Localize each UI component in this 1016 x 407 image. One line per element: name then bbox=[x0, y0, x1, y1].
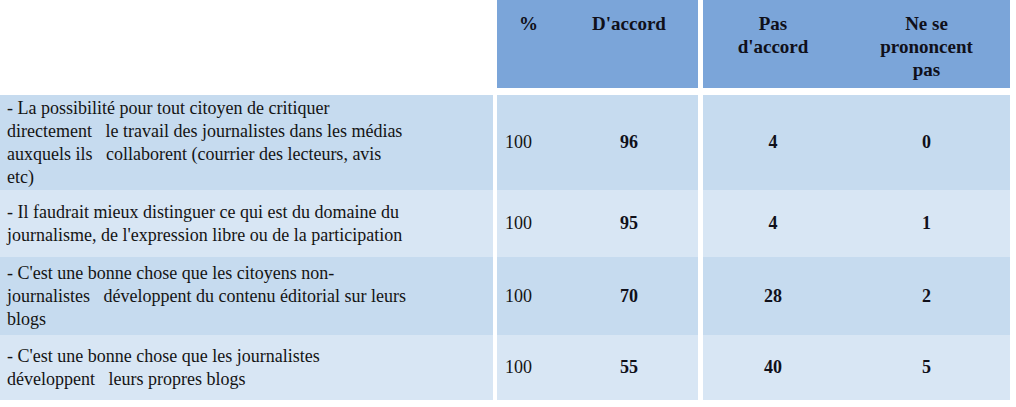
disagree-value: 28 bbox=[764, 286, 782, 307]
header-no-opinion: Ne se prononcent pas bbox=[843, 0, 1010, 88]
cell-agree: 96 bbox=[560, 95, 698, 190]
table-row-label: - C'est une bonne chose que les citoyens… bbox=[0, 257, 493, 335]
cell-no-opinion: 0 bbox=[843, 95, 1010, 190]
no-opinion-value: 5 bbox=[922, 357, 931, 378]
header-body-separator bbox=[0, 88, 1010, 95]
cell-no-opinion: 5 bbox=[843, 335, 1010, 400]
agree-value: 70 bbox=[620, 286, 638, 307]
header-disagree: Pas d'accord bbox=[703, 0, 843, 88]
percent-value: 100 bbox=[505, 357, 532, 378]
percent-value: 100 bbox=[505, 213, 532, 234]
no-opinion-value: 1 bbox=[922, 213, 931, 234]
statement-text: - C'est une bonne chose que les citoyens… bbox=[7, 262, 406, 331]
statement-text: - C'est une bonne chose que les journali… bbox=[7, 345, 320, 391]
no-opinion-value: 0 bbox=[922, 132, 931, 153]
agree-value: 95 bbox=[620, 213, 638, 234]
cell-percent: 100 bbox=[497, 95, 560, 190]
header-percent: % bbox=[497, 0, 560, 88]
percent-value: 100 bbox=[505, 132, 532, 153]
disagree-value: 4 bbox=[769, 132, 778, 153]
cell-agree: 95 bbox=[560, 190, 698, 257]
cell-percent: 100 bbox=[497, 257, 560, 335]
cell-no-opinion: 1 bbox=[843, 190, 1010, 257]
table-row-label: - C'est une bonne chose que les journali… bbox=[0, 335, 493, 400]
statement-text: - Il faudrait mieux distinguer ce qui es… bbox=[7, 201, 402, 247]
header-empty-cell bbox=[0, 0, 493, 88]
table-row-label: - Il faudrait mieux distinguer ce qui es… bbox=[0, 190, 493, 257]
agree-value: 55 bbox=[620, 357, 638, 378]
cell-agree: 70 bbox=[560, 257, 698, 335]
cell-disagree: 4 bbox=[703, 95, 843, 190]
cell-percent: 100 bbox=[497, 190, 560, 257]
disagree-value: 4 bbox=[769, 213, 778, 234]
cell-agree: 55 bbox=[560, 335, 698, 400]
statement-text: - La possibilité pour tout citoyen de cr… bbox=[7, 97, 402, 189]
no-opinion-value: 2 bbox=[922, 286, 931, 307]
cell-no-opinion: 2 bbox=[843, 257, 1010, 335]
cell-disagree: 40 bbox=[703, 335, 843, 400]
cell-disagree: 28 bbox=[703, 257, 843, 335]
agree-value: 96 bbox=[620, 132, 638, 153]
header-agree: D'accord bbox=[560, 0, 698, 88]
percent-value: 100 bbox=[505, 286, 532, 307]
cell-percent: 100 bbox=[497, 335, 560, 400]
survey-results-table: % D'accord Pas d'accord Ne se prononcent… bbox=[0, 0, 1010, 400]
survey-table-page: % D'accord Pas d'accord Ne se prononcent… bbox=[0, 0, 1016, 407]
disagree-value: 40 bbox=[764, 357, 782, 378]
cell-disagree: 4 bbox=[703, 190, 843, 257]
table-row-label: - La possibilité pour tout citoyen de cr… bbox=[0, 95, 493, 190]
